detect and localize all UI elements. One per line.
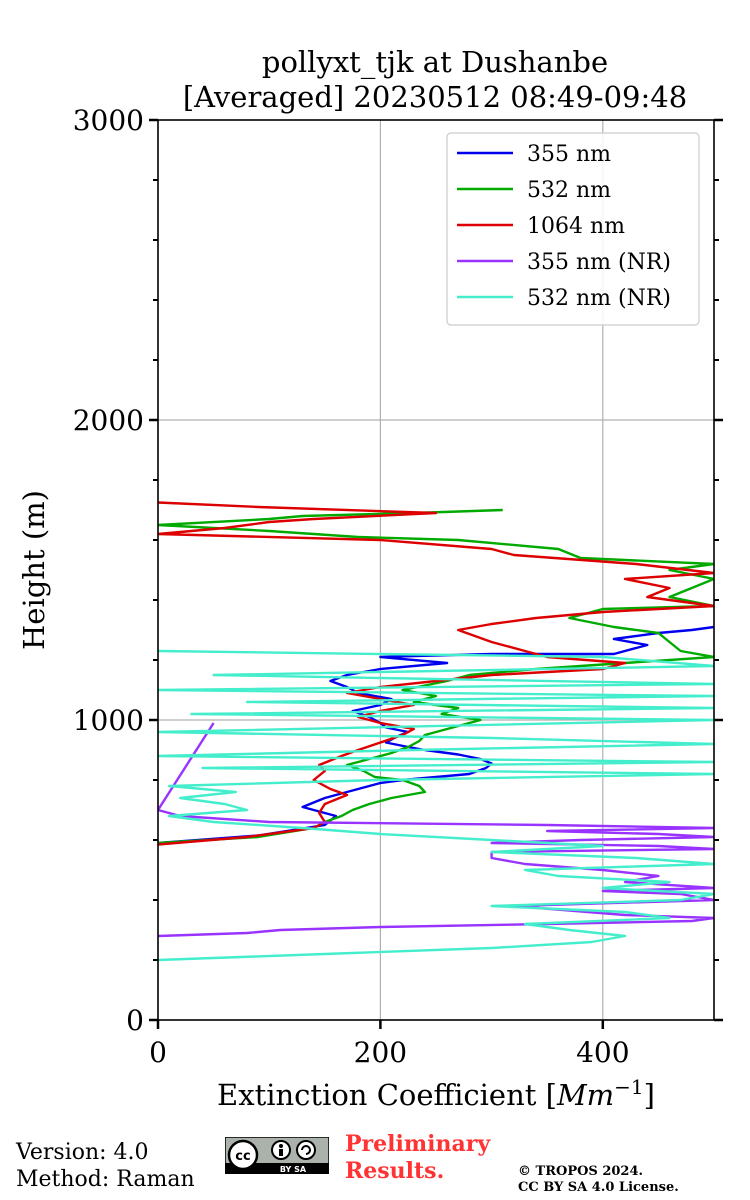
legend: 355 nm 532 nm 1064 nm 355 nm (NR) 532 nm (NR… [446,132,700,326]
x-tick-label: 0 [149,1036,167,1069]
legend-label: 532 nm [527,178,611,203]
y-tick-label: 2000 [73,404,144,437]
y-tick-label: 1000 [73,704,144,737]
cc-by-sa-icon: cc BY SA [224,1136,330,1175]
cc-license-badge: cc BY SA [224,1136,330,1175]
y-axis-label: Height (m) [17,490,51,650]
chart-title: pollyxt_tjk at Dushanbe [Averaged] 20230… [183,45,687,114]
series-line-532-nm-nr [158,649,714,962]
x-axis-label: Extinction Coefficient [Mm−1] [217,1075,655,1112]
series-lines [158,501,714,962]
legend-box [446,132,700,326]
tick-labels: 0 1000 2000 3000 0 200 400 [73,104,630,1069]
legend-label: 355 nm [527,142,611,167]
y-tick-label: 3000 [73,104,144,137]
copyright-line-2: CC BY SA 4.0 License. [518,1180,679,1195]
preliminary-label-line-1: Preliminary [345,1131,491,1157]
chart-title-line-2: [Averaged] 20230512 08:49-09:48 [183,80,687,114]
legend-label: 355 nm (NR) [527,250,671,275]
copyright-line-1: © TROPOS 2024. [518,1164,644,1179]
preliminary-label-line-2: Results. [345,1158,445,1184]
series-line-1064-nm [158,501,714,846]
x-tick-label: 200 [354,1036,407,1069]
axis-ticks [149,118,723,1029]
series-line-355-nm-nr [158,722,714,938]
version-text: Version: 4.0 [16,1140,149,1165]
method-text: Method: Raman [16,1167,195,1192]
plot-frame [157,119,715,1021]
x-tick-label: 400 [576,1036,629,1069]
svg-text:cc: cc [235,1149,250,1164]
chart-title-line-1: pollyxt_tjk at Dushanbe [262,45,608,80]
svg-text:BY SA: BY SA [280,1165,307,1174]
legend-label: 532 nm (NR) [527,286,671,311]
legend-label: 1064 nm [527,214,625,239]
y-tick-label: 0 [126,1004,144,1037]
